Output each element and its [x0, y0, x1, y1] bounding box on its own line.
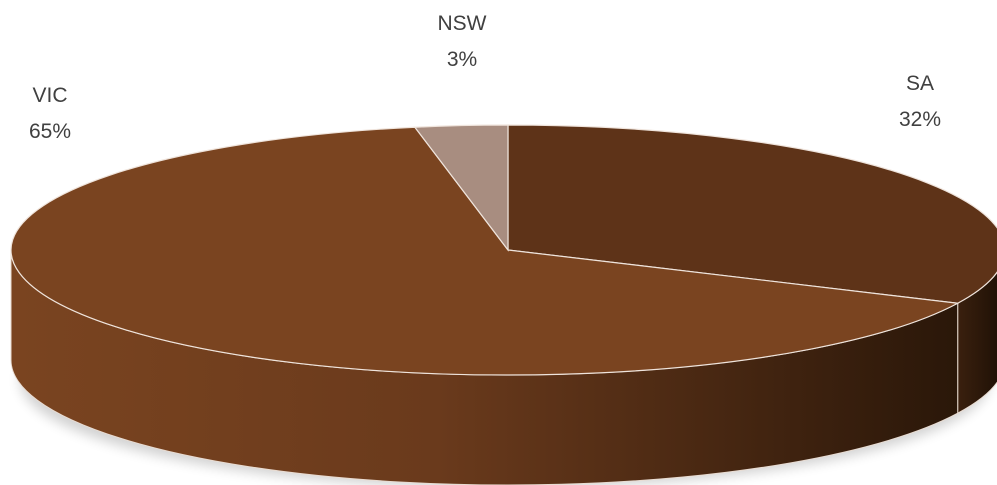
- slice-percent-sa: 32%: [899, 108, 941, 131]
- pie-slice-nsw: [413, 124, 509, 252]
- slice-percent-vic: 65%: [29, 120, 71, 143]
- pie-top: [10, 124, 997, 376]
- slice-label-nsw: NSW: [438, 12, 487, 35]
- slice-label-vic: VIC: [32, 84, 67, 107]
- pie-slice-vic: [10, 126, 960, 376]
- slice-percent-nsw: 3%: [447, 48, 477, 71]
- slice-label-sa: SA: [906, 72, 934, 95]
- pie-slice-sa: [507, 124, 997, 304]
